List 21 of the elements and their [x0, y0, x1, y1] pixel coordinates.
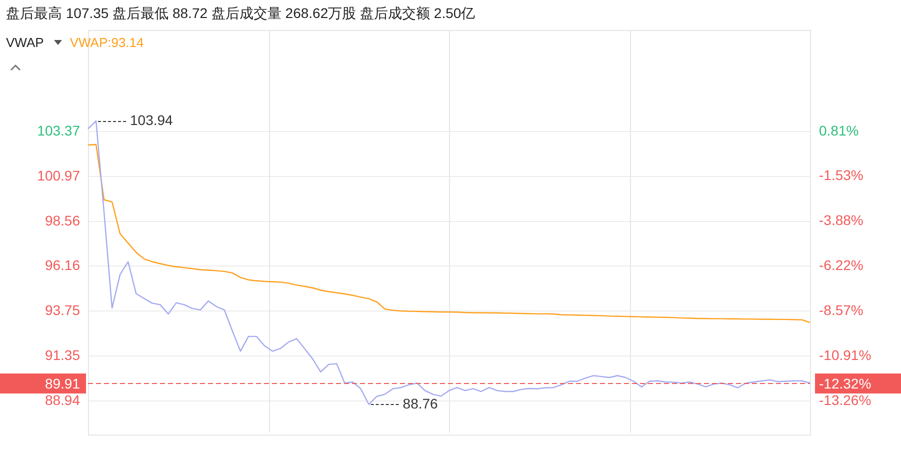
y2-tick-label: 0.81%: [819, 122, 859, 138]
y-tick-label: 88.94: [44, 392, 80, 408]
y2-tick-label: -3.88%: [819, 212, 864, 228]
text: -12.32%: [819, 375, 872, 392]
y2-tick-label: -10.91%: [819, 346, 872, 363]
y-tick-label: 96.16: [44, 257, 80, 274]
y2-tick-label: -8.57%: [819, 302, 864, 318]
y-tick-label: 98.56: [44, 212, 80, 228]
chart-subtitle: VWAP: [6, 35, 44, 50]
y2-tick-label: -1.53%: [819, 167, 864, 184]
annotation: 103.94: [130, 112, 174, 128]
y-tick-label: 91.35: [44, 346, 80, 363]
annotation: 88.76: [402, 395, 438, 412]
y2-tick-label: -6.22%: [819, 257, 864, 274]
annotation: VWAP:93.14: [70, 35, 144, 50]
y2-tick-label: -13.26%: [819, 392, 872, 408]
chart-title: 盘后最高 107.35 盘后最低 88.72 盘后成交量 268.62万股 盘后成交额 2.50亿: [6, 5, 476, 23]
ref-line-label: 89.91: [44, 375, 80, 392]
y-tick-label: 103.37: [37, 122, 80, 138]
y-tick-label: 93.75: [44, 302, 80, 318]
y-tick-label: 100.97: [37, 167, 80, 184]
